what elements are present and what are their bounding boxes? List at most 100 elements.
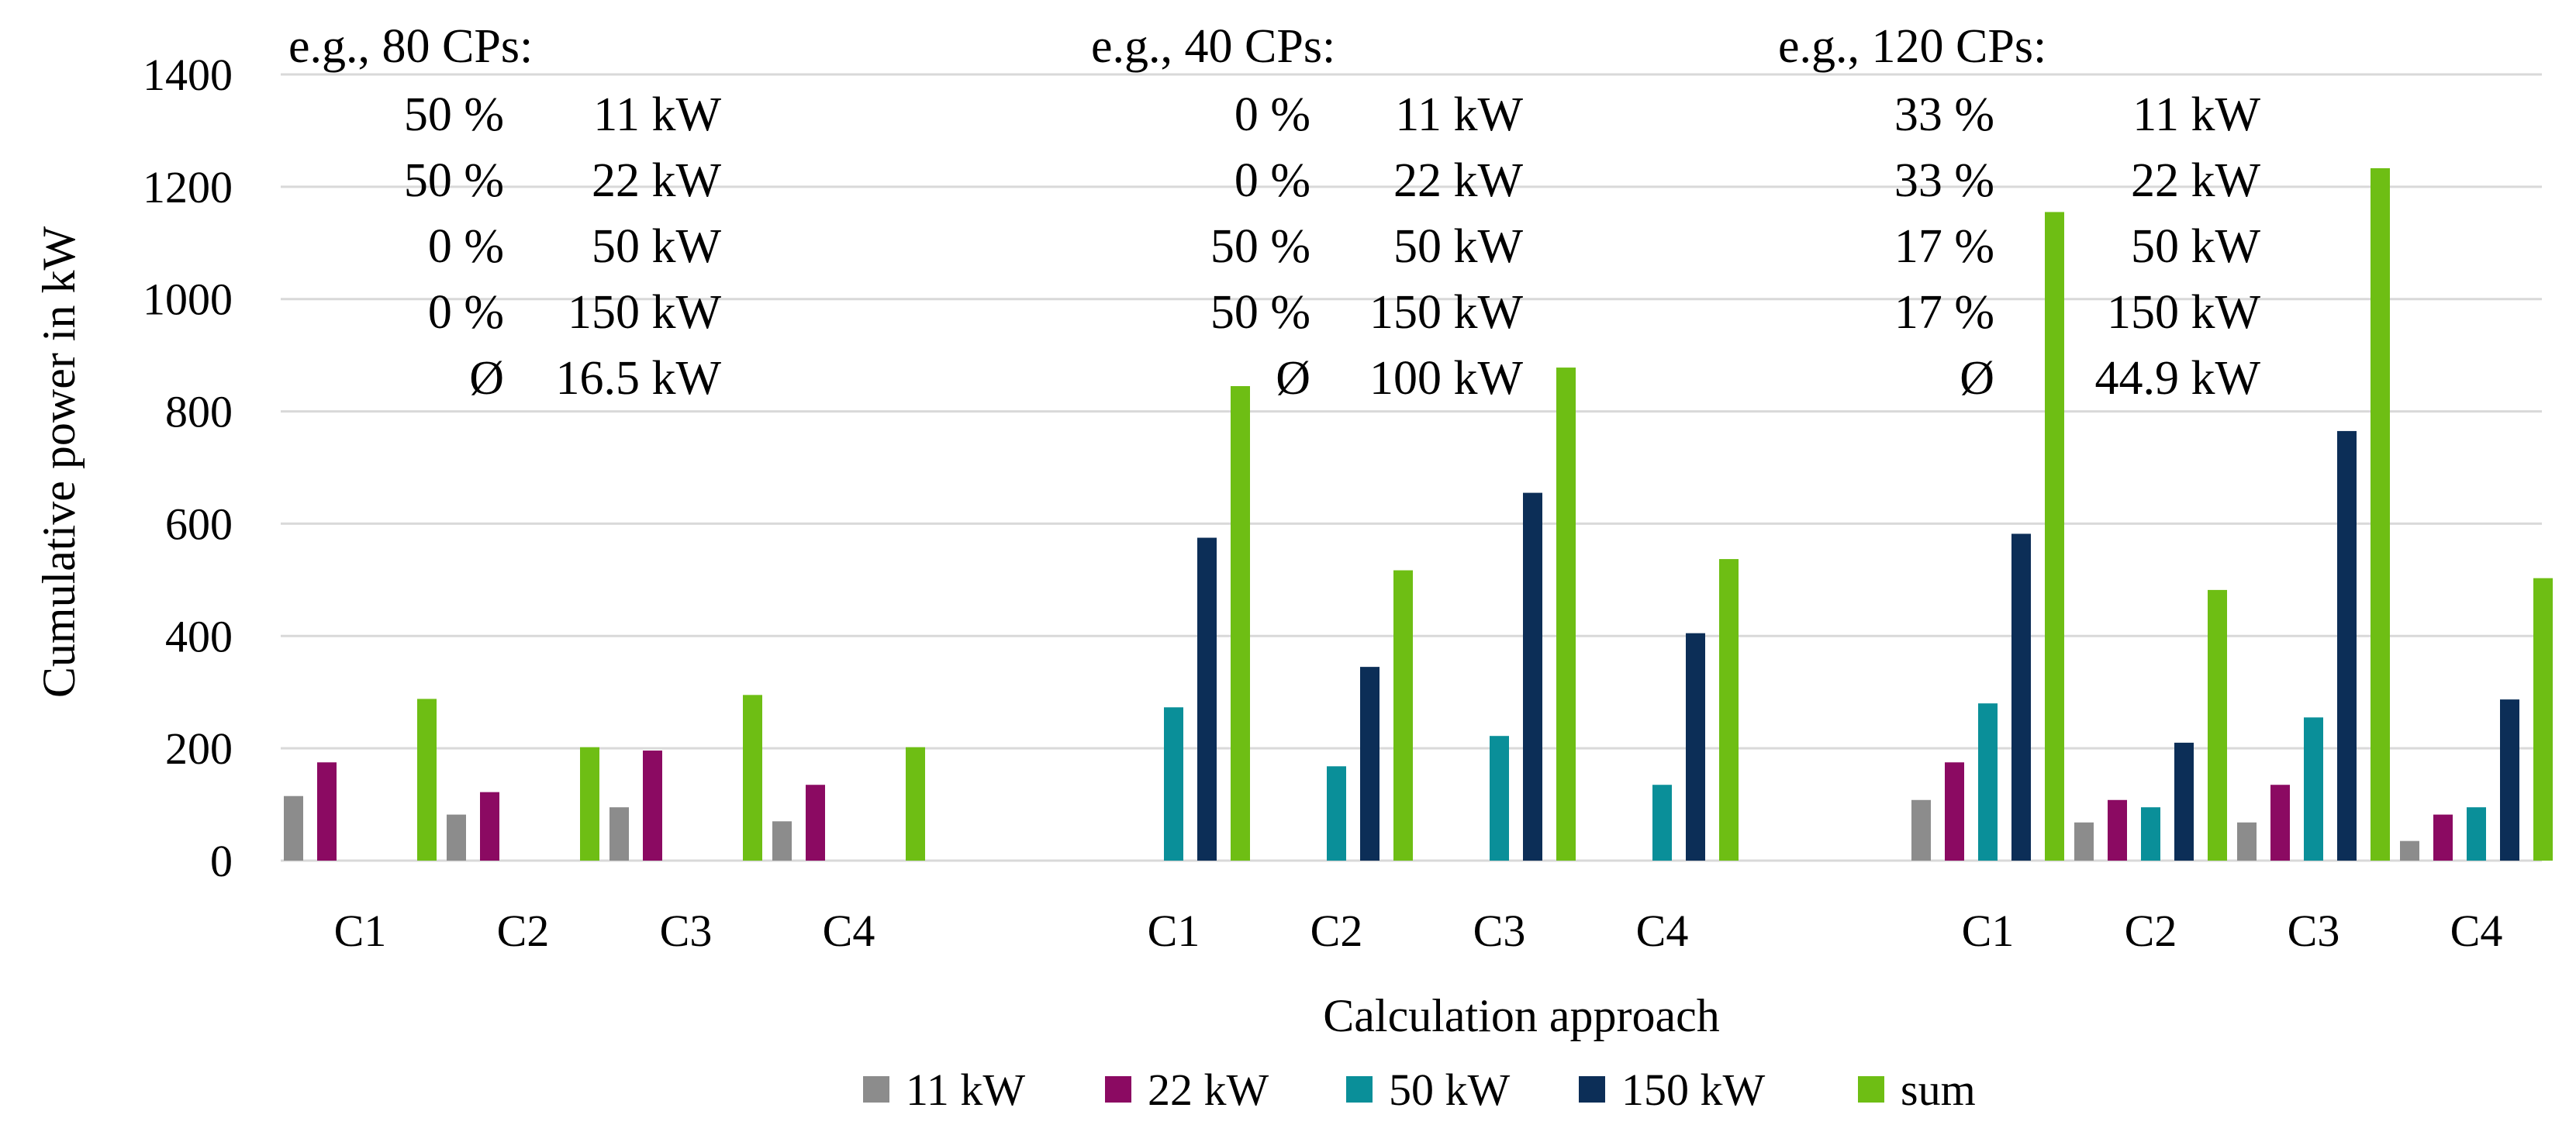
bar-sum-c4 [1719, 559, 1739, 861]
category-labels: C1 C2 C3 C4 C1 C2 C3 C4 C1 C2 C3 C4 [334, 906, 2503, 956]
annotation-share: Ø [1960, 352, 1994, 405]
y-tick-label: 1400 [143, 50, 233, 100]
y-tick-label: 200 [165, 723, 233, 774]
bar-sum-c2 [580, 747, 599, 861]
bar-11kw-c2 [2074, 822, 2094, 861]
legend-label: 11 kW [906, 1065, 1025, 1115]
annotation-heading: e.g., 120 CPs: [1778, 20, 2046, 73]
annotation-power: 150 kW [568, 286, 722, 339]
y-axis-title: Cumulative power in kW [33, 226, 85, 699]
x-axis-title: Calculation approach [1323, 990, 1719, 1041]
legend-swatch-150kw [1579, 1076, 1605, 1103]
legend-swatch-11kw [863, 1076, 889, 1103]
bar-50kw-c1 [1164, 707, 1183, 861]
annotation-share: Ø [1276, 352, 1310, 405]
annotation-power: 50 kW [2131, 220, 2261, 273]
category-label: C2 [2125, 906, 2177, 956]
bar-50kw-c3 [1490, 736, 1509, 861]
bar-sum-c2 [1393, 570, 1413, 861]
bar-50kw-c2 [1327, 766, 1346, 861]
annotation-share: 0 % [428, 220, 504, 273]
category-label: C1 [334, 906, 387, 956]
annotation-power: 22 kW [592, 154, 722, 207]
bar-150kw-c2 [1360, 667, 1380, 861]
annotation-power: 150 kW [1369, 286, 1524, 339]
bar-sum-c3 [1556, 368, 1576, 861]
bar-22kw-c4 [2433, 814, 2453, 861]
y-tick-label: 1200 [143, 162, 233, 212]
bar-sum-c2 [2208, 589, 2227, 861]
legend: 11 kW 22 kW 50 kW 150 kW sum [863, 1065, 1976, 1115]
annotation-share: 50 % [404, 154, 504, 207]
y-tick-label: 0 [210, 836, 233, 886]
bar-22kw-c4 [806, 785, 825, 861]
bar-150kw-c1 [2011, 533, 2031, 861]
bar-sum-c1 [2045, 212, 2064, 861]
annotation-power: 11 kW [1395, 88, 1523, 141]
annotation-heading: e.g., 80 CPs: [288, 20, 533, 73]
bar-150kw-c3 [2337, 430, 2357, 861]
bar-11kw-c4 [2400, 840, 2419, 861]
category-label: C1 [1148, 906, 1200, 956]
bar-50kw-c4 [2467, 807, 2486, 861]
bar-sum-c1 [1231, 385, 1250, 861]
annotation-power: 44.9 kW [2094, 352, 2260, 405]
annotation-power: 100 kW [1369, 352, 1524, 405]
bar-11kw-c1 [284, 796, 303, 861]
category-label: C2 [1310, 906, 1363, 956]
annotation-block: e.g., 120 CPs: 33 % 11 kW 33 % 22 kW 17 % 50 k… [1778, 20, 2260, 405]
y-axis-ticks: 0 200 400 600 800 1000 1200 1400 [143, 50, 233, 886]
category-label: C3 [2288, 906, 2340, 956]
category-label: C2 [497, 906, 550, 956]
annotation-share: 0 % [1234, 154, 1310, 207]
legend-swatch-50kw [1346, 1076, 1373, 1103]
legend-swatch-22kw [1105, 1076, 1131, 1103]
annotation-share: 50 % [1210, 286, 1310, 339]
category-label: C4 [823, 906, 875, 956]
annotation-power: 11 kW [593, 88, 721, 141]
category-label: C4 [2450, 906, 2503, 956]
bar-22kw-c2 [2108, 799, 2127, 861]
annotation-heading: e.g., 40 CPs: [1091, 20, 1335, 73]
bar-22kw-c1 [317, 762, 337, 861]
bar-150kw-c4 [2500, 699, 2519, 861]
category-label: C3 [660, 906, 713, 956]
bar-22kw-c3 [2270, 785, 2290, 861]
annotation-share: Ø [469, 352, 504, 405]
annotation-share: 50 % [404, 88, 504, 141]
bar-50kw-c3 [2304, 717, 2323, 861]
annotation-power: 22 kW [1393, 154, 1524, 207]
bar-sum-c4 [906, 747, 925, 861]
annotation-share: 0 % [1234, 88, 1310, 141]
legend-label: 22 kW [1148, 1065, 1269, 1115]
legend-label: sum [1901, 1065, 1976, 1115]
annotation-block: e.g., 80 CPs: 50 % 11 kW 50 % 22 kW 0 % 50 kW 0… [288, 20, 721, 405]
bar-11kw-c3 [2237, 822, 2257, 861]
category-label: C3 [1473, 906, 1526, 956]
annotation-share: 0 % [428, 286, 504, 339]
annotation-share: 17 % [1894, 286, 1994, 339]
annotation-block: e.g., 40 CPs: 0 % 11 kW 0 % 22 kW 50 % 50 kW 50… [1091, 20, 1523, 405]
bar-150kw-c1 [1197, 537, 1217, 861]
annotation-share: 33 % [1894, 88, 1994, 141]
bar-22kw-c2 [480, 792, 499, 861]
bar-11kw-c3 [609, 807, 629, 861]
bar-sum-c3 [743, 695, 762, 861]
category-label: C1 [1962, 906, 2015, 956]
annotation-power: 50 kW [592, 220, 722, 273]
bar-22kw-c1 [1945, 762, 1964, 861]
annotation-share: 50 % [1210, 220, 1310, 273]
bar-50kw-c4 [1652, 785, 1672, 861]
annotation-power: 22 kW [2131, 154, 2261, 207]
bar-sum-c3 [2371, 167, 2390, 861]
annotation-power: 16.5 kW [555, 352, 721, 405]
bar-22kw-c3 [643, 751, 662, 861]
annotations: e.g., 80 CPs: 50 % 11 kW 50 % 22 kW 0 % 50 kW 0… [288, 20, 2260, 405]
legend-label: 150 kW [1621, 1065, 1766, 1115]
annotation-power: 50 kW [1393, 220, 1524, 273]
bar-150kw-c2 [2174, 742, 2194, 861]
bar-sum-c4 [2533, 578, 2553, 861]
y-tick-label: 400 [165, 611, 233, 661]
bar-11kw-c1 [1911, 799, 1931, 861]
